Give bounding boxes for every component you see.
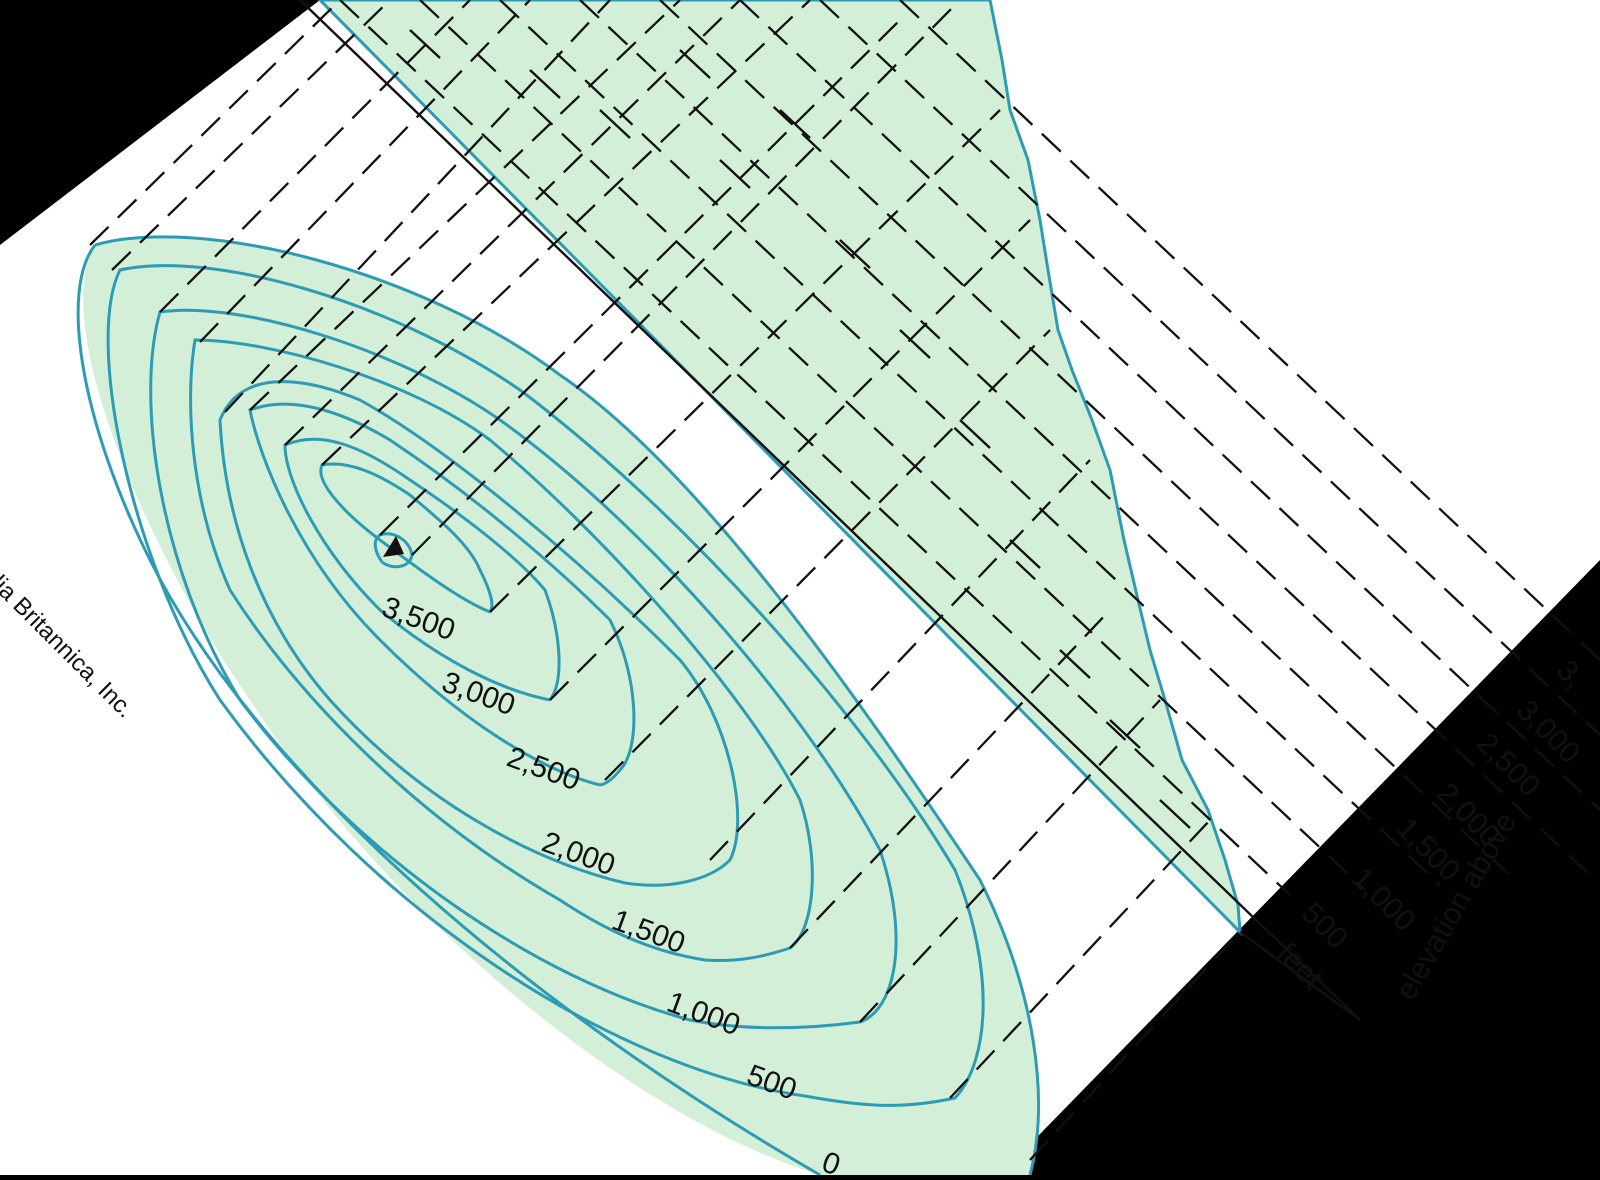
projection-lines bbox=[89, 0, 1600, 1161]
contour-3500 bbox=[319, 462, 494, 614]
contour-2000 bbox=[218, 380, 740, 887]
guide-line-top bbox=[899, 0, 1600, 661]
drop-line bbox=[111, 0, 391, 271]
contour-1500 bbox=[189, 338, 814, 962]
guide-line-2000 bbox=[579, 0, 1516, 881]
drop-line bbox=[1029, 931, 1241, 1161]
profile-baseline-tail bbox=[1239, 931, 1361, 1021]
intersection-ticks bbox=[409, 29, 1191, 829]
contour-summit bbox=[373, 532, 414, 569]
drop-line bbox=[949, 819, 1211, 1099]
drop-line bbox=[89, 0, 341, 246]
drop-line bbox=[284, 0, 741, 446]
drop-line bbox=[249, 0, 681, 411]
elevation-profile-fill bbox=[317, 0, 1242, 936]
drop-line bbox=[709, 459, 1091, 861]
contour-2500 bbox=[248, 402, 636, 787]
drop-line bbox=[379, 19, 901, 536]
drop-line bbox=[411, 0, 961, 556]
guide-line-3000 bbox=[739, 0, 1600, 811]
drop-line bbox=[604, 329, 1051, 781]
guide-line-500 bbox=[339, 0, 1291, 896]
contour-lines bbox=[76, 235, 1040, 1177]
guide-line-2500 bbox=[659, 0, 1591, 876]
drop-line bbox=[159, 0, 471, 313]
drop-line bbox=[224, 0, 611, 413]
guide-line-1000 bbox=[419, 0, 1366, 891]
drop-line bbox=[859, 699, 1161, 1023]
guide-line-1500 bbox=[499, 0, 1441, 886]
profile-baseline bbox=[299, 0, 1361, 1021]
contour-3000 bbox=[283, 437, 561, 702]
guide-line-3500 bbox=[819, 0, 1600, 736]
drop-line bbox=[199, 0, 531, 343]
drop-line bbox=[549, 219, 1031, 701]
contour-0-left bbox=[76, 244, 821, 1177]
contour-0 bbox=[94, 235, 1040, 1176]
drop-line bbox=[489, 109, 1001, 613]
drop-line bbox=[321, 0, 811, 466]
peak-triangle-icon bbox=[383, 536, 404, 557]
contour-500 bbox=[106, 264, 985, 1107]
